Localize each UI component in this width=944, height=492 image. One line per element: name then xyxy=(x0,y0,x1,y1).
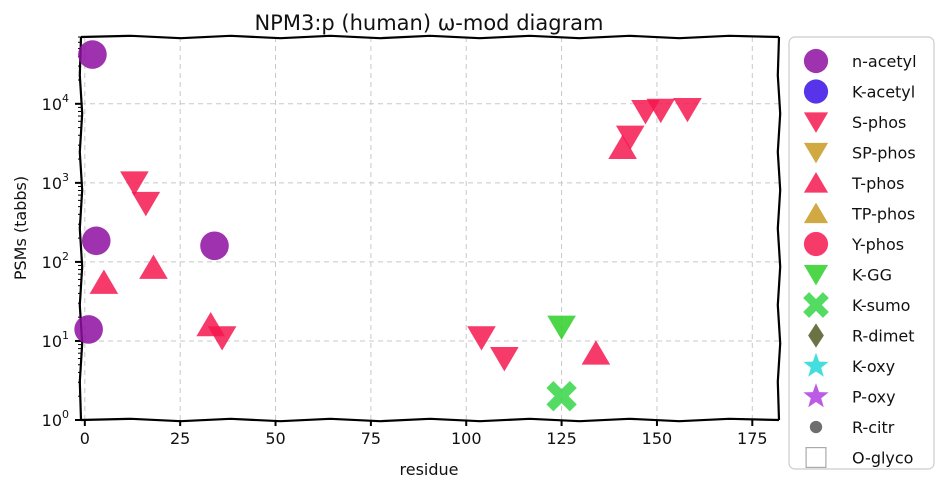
legend-label: K-acetyl xyxy=(852,83,915,102)
legend-marker-Y-phos xyxy=(803,231,829,257)
legend-marker-R-citr xyxy=(809,420,823,434)
legend-label: K-oxy xyxy=(852,357,895,376)
y-tick-label: 101 xyxy=(42,329,69,351)
legend-marker-T-phos xyxy=(803,172,829,193)
data-point-T-phos xyxy=(89,269,119,294)
x-tick-label: 50 xyxy=(265,429,285,448)
legend-label: O-glyco xyxy=(852,449,913,468)
data-point-n-acetyl xyxy=(81,226,111,256)
x-tick-label: 25 xyxy=(170,429,190,448)
x-tick-label: 150 xyxy=(642,429,673,448)
data-point-S-phos xyxy=(490,347,519,372)
data-point-n-acetyl xyxy=(74,315,103,344)
legend-marker-K-oxy xyxy=(803,352,829,377)
frame-right xyxy=(776,36,782,421)
data-point-T-phos xyxy=(196,311,225,337)
chart-title: NPM3:p (human) ω-mod diagram xyxy=(254,11,603,35)
plot-frame xyxy=(78,34,782,423)
legend-marker-P-oxy xyxy=(803,383,829,408)
y-tick-label: 103 xyxy=(42,171,69,193)
legend-marker-O-glyco xyxy=(805,447,827,469)
data-point-S-phos xyxy=(131,191,161,217)
legend-marker-S-phos xyxy=(803,112,829,133)
x-tick-label: 100 xyxy=(451,429,482,448)
data-point-S-phos xyxy=(646,98,676,124)
y-tick-label: 104 xyxy=(42,92,69,114)
legend-marker-K-acetyl xyxy=(803,79,829,104)
y-tick-label: 100 xyxy=(42,408,69,430)
data-points xyxy=(74,40,702,412)
frame-left xyxy=(78,36,84,421)
legend-marker-n-acetyl xyxy=(803,48,829,74)
data-point-K-sumo xyxy=(546,381,577,412)
legend-label: K-GG xyxy=(852,266,892,285)
x-tick-label: 75 xyxy=(361,429,381,448)
data-point-n-acetyl xyxy=(200,231,229,261)
legend-label: R-dimet xyxy=(852,327,915,346)
frame-bottom xyxy=(80,417,780,423)
y-tick-label: 102 xyxy=(42,250,69,272)
data-point-S-phos xyxy=(673,97,702,123)
legend-label: n-acetyl xyxy=(852,52,917,71)
data-point-T-phos xyxy=(139,254,168,279)
x-tick-label: 125 xyxy=(546,429,577,448)
legend-marker-TP-phos xyxy=(803,202,829,224)
legend-marker-R-dimet xyxy=(808,323,824,348)
data-point-S-phos xyxy=(615,125,645,150)
data-point-T-phos xyxy=(581,340,611,365)
legend-label: SP-phos xyxy=(852,144,916,163)
legend-label: TP-phos xyxy=(851,205,915,224)
legend: n-acetyl K-acetyl S-phos SP-phos T-phos TP-ph… xyxy=(788,36,935,470)
legend-label: T-phos xyxy=(851,174,905,193)
x-tick-label: 0 xyxy=(80,429,90,448)
legend-label: R-citr xyxy=(852,418,895,437)
data-point-n-acetyl xyxy=(78,40,107,69)
data-point-S-phos xyxy=(120,171,149,196)
legend-marker-K-GG xyxy=(803,264,829,286)
data-point-K-GG xyxy=(547,315,576,340)
legend-label: Y-phos xyxy=(851,235,904,254)
legend-label: P-oxy xyxy=(852,388,896,407)
y-axis-ticks: 100 101 102 103 104 xyxy=(42,36,81,430)
x-axis-label: residue xyxy=(400,460,459,479)
frame-top xyxy=(80,34,780,40)
x-tick-label: 175 xyxy=(737,429,768,448)
legend-marker-SP-phos xyxy=(803,142,829,164)
grid-lines xyxy=(81,37,779,420)
y-axis-label: PSMs (tabbs) xyxy=(11,176,30,280)
x-axis-ticks: 0 25 50 75 100 125 150 175 xyxy=(80,420,768,448)
legend-label: K-sumo xyxy=(852,296,910,315)
legend-label: S-phos xyxy=(852,113,906,132)
legend-marker-K-sumo xyxy=(803,292,829,318)
data-point-S-phos xyxy=(467,326,496,351)
data-point-T-phos xyxy=(608,134,637,159)
